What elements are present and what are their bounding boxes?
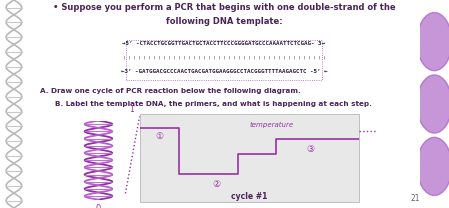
Text: 0: 0: [96, 204, 101, 208]
Ellipse shape: [417, 12, 449, 71]
Text: ③: ③: [307, 145, 315, 154]
Text: B. Label the template DNA, the primers, and what is happening at each step.: B. Label the template DNA, the primers, …: [55, 101, 372, 107]
Ellipse shape: [417, 137, 449, 196]
Text: following DNA template:: following DNA template:: [166, 17, 282, 26]
Text: ←3’ -GATGGACGCCCAACTGACGATGGAAGGGCCTACGGGTTTTAAGAGCTC -5’ ←: ←3’ -GATGGACGCCCAACTGACGATGGAAGGGCCTACGG…: [121, 69, 327, 74]
Text: cycle #1: cycle #1: [231, 192, 268, 201]
Text: →5’ -CTACCTGCGGTTGACTGCTACCTTCCCGGGGATGCCCAAAATTCTCGAG- 3→: →5’ -CTACCTGCGGTTGACTGCTACCTTCCCGGGGATGC…: [122, 41, 326, 46]
Text: 1′: 1′: [130, 105, 136, 114]
FancyBboxPatch shape: [140, 114, 359, 202]
Text: 21: 21: [410, 194, 420, 203]
Text: | | | | | | | | | | | | | | | | | | | | | | | | | | | | | | | | | | | | | | | | : | | | | | | | | | | | | | | | | | | | | …: [123, 55, 325, 59]
Text: ②: ②: [212, 180, 220, 189]
Text: ①: ①: [155, 132, 163, 141]
Text: • Suppose you perform a PCR that begins with one double-strand of the: • Suppose you perform a PCR that begins …: [53, 3, 395, 12]
Ellipse shape: [417, 75, 449, 133]
Text: temperature: temperature: [249, 122, 293, 128]
Text: A. Draw one cycle of PCR reaction below the following diagram.: A. Draw one cycle of PCR reaction below …: [40, 88, 300, 94]
